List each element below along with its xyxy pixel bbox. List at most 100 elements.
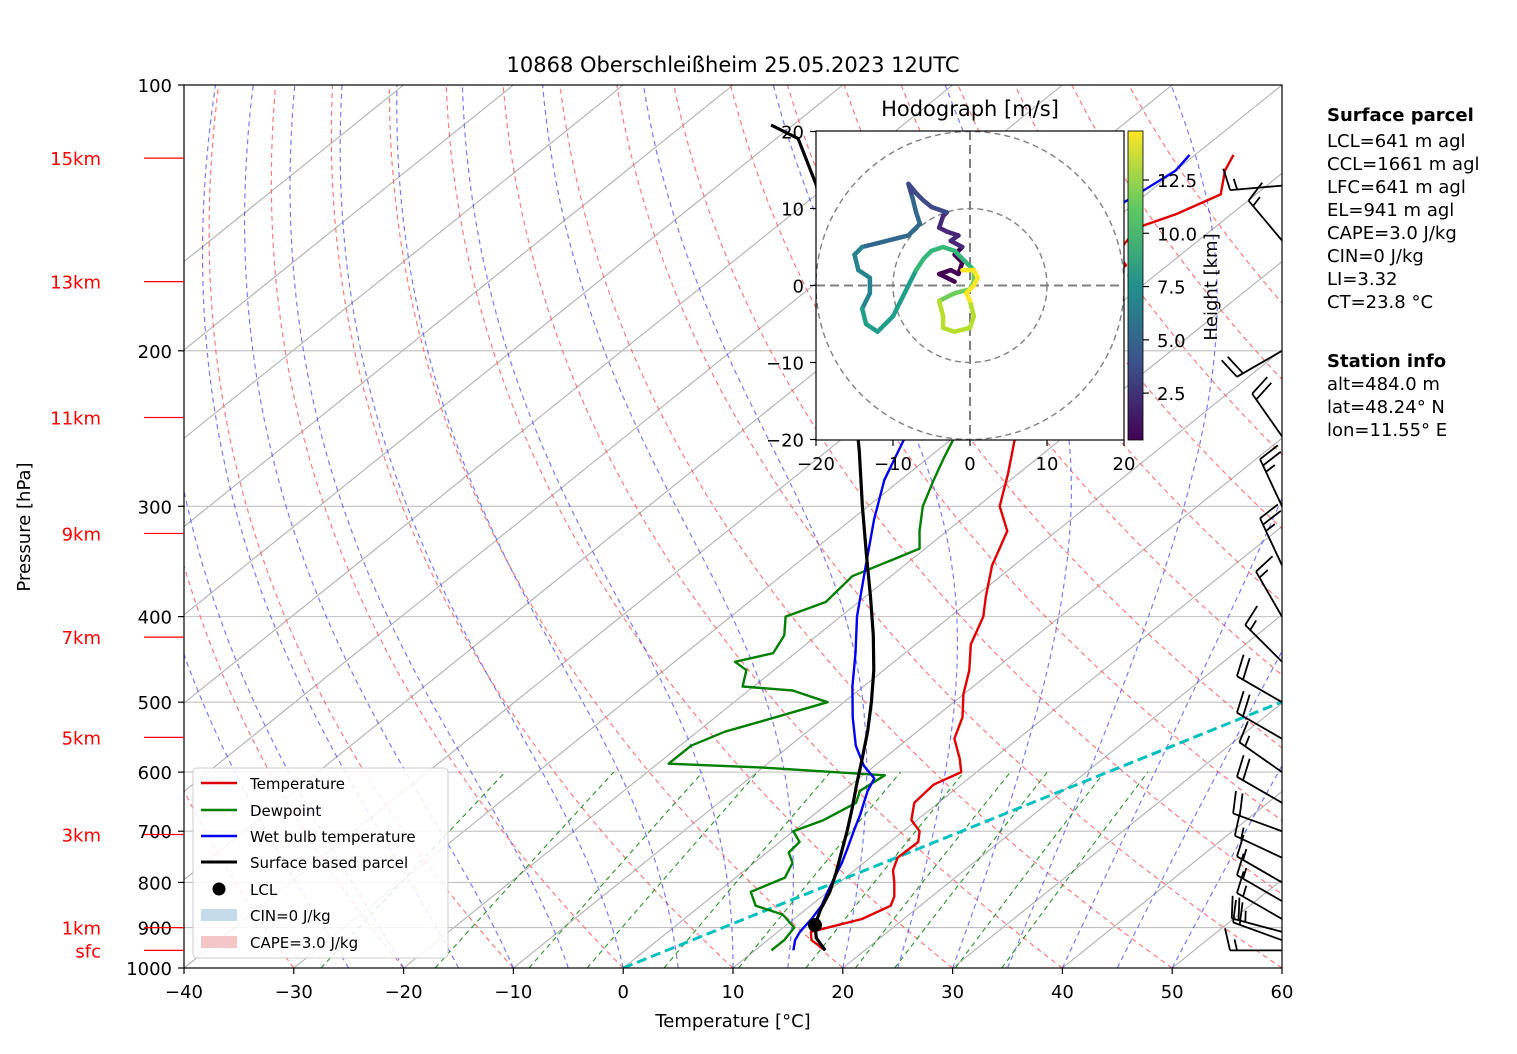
y-axis-label: Pressure [hPa]: [14, 462, 35, 591]
chart-title: 10868 Oberschleißheim 25.05.2023 12UTC: [507, 53, 960, 77]
isotherm-line: [184, 85, 844, 616]
wind-barb-flag: [1238, 793, 1244, 816]
mixing-ratio-line: [894, 771, 1048, 968]
wind-barb-flag: [1233, 813, 1241, 836]
hodograph-segment: [906, 181, 915, 200]
station-altitude: alt=484.0 m: [1327, 374, 1440, 395]
wind-barb-flag: [1230, 895, 1234, 919]
wind-barb-half-flag: [1265, 523, 1276, 532]
legend-label-cape: CAPE=3.0 J/kg: [250, 934, 358, 952]
hodograph-segment: [906, 221, 923, 238]
wind-barb-flag: [1232, 790, 1237, 814]
legend-label-dewpoint: Dewpoint: [250, 802, 321, 820]
wind-barb-shaft: [1236, 776, 1283, 804]
wind-barb-shaft: [1236, 855, 1283, 884]
wind-barb-shaft: [1251, 393, 1283, 437]
wind-barb: [1259, 503, 1283, 566]
moist-adiabat-line: [244, 85, 514, 968]
surface-parcel-el: EL=941 m agl: [1327, 200, 1454, 221]
surface-parcel-cape: CAPE=3.0 J/kg: [1327, 223, 1457, 244]
station-latitude: lat=48.24° N: [1327, 397, 1445, 418]
mixing-ratio-line: [854, 771, 1011, 968]
y-tick-label: 500: [138, 693, 172, 714]
y-tick-label: 200: [138, 342, 172, 363]
wind-barb-half-flag: [1242, 848, 1248, 861]
isotherm-line: [184, 85, 734, 528]
mixing-ratio-line: [1001, 771, 1149, 968]
legend-label-parcel: Surface based parcel: [250, 854, 408, 872]
surface-parcel-li: LI=3.32: [1327, 269, 1398, 290]
hodograph-x-tick-label: 10: [1036, 454, 1059, 475]
x-tick-label: 30: [941, 982, 964, 1003]
moist-adiabat-line: [461, 85, 734, 968]
axis-ticks: −40 −30 −20 −10 0 10 20 30 40 50 60100090080070060…: [50, 76, 1293, 1003]
legend-label-cin: CIN=0 J/kg: [250, 907, 331, 925]
wind-barb-flag: [1255, 555, 1274, 573]
wind-barb-shaft: [1259, 517, 1283, 566]
moist-adiabat-line: [944, 85, 1072, 968]
wind-barb-half-flag: [1233, 939, 1238, 951]
mixing-ratio-line: [738, 771, 902, 968]
hodograph-segment: [863, 321, 880, 334]
y-tick-label: 900: [138, 919, 172, 940]
dry-adiabat-line: [208, 85, 514, 968]
wind-barb-flag: [1236, 853, 1245, 876]
wind-barb-flag: [1236, 654, 1245, 677]
moist-adiabat-line: [1006, 85, 1218, 968]
wind-barb-flag: [1262, 510, 1282, 526]
wind-barb-shaft: [1236, 874, 1283, 902]
hodograph-segment: [852, 252, 861, 273]
hodograph-segment: [906, 267, 919, 288]
wind-barb: [1238, 721, 1283, 773]
wind-barb-flag: [1244, 605, 1259, 626]
wind-barb-flag: [1255, 382, 1273, 401]
wind-barb: [1247, 182, 1283, 242]
hodograph-segment: [856, 267, 873, 281]
hodograph-segment: [890, 298, 903, 319]
wind-barb-flag: [1238, 721, 1249, 743]
hodograph-segment: [929, 204, 950, 215]
hodograph-x-tick-label: −20: [797, 454, 835, 475]
wind-barb: [1236, 754, 1283, 804]
isotherm-line: [732, 525, 1282, 968]
isotherm-line: [842, 614, 1282, 968]
isotherm-line: [622, 437, 1282, 968]
hodograph-ticks: −20−20 −10 −10 0 0 10 10 20 20: [766, 123, 1135, 476]
wind-barb-flag: [1236, 871, 1245, 894]
wind-barb-shaft: [1231, 917, 1283, 933]
moist-adiabat-line: [542, 85, 794, 968]
legend-label-temperature: Temperature: [249, 775, 345, 793]
dry-adiabat-line: [616, 85, 1282, 968]
hodograph-y-tick-label: 20: [781, 123, 804, 144]
wind-barb-flag: [1262, 450, 1282, 467]
colorbar-tick-label: 2.5: [1157, 384, 1186, 405]
wind-barb-shaft: [1232, 812, 1283, 833]
wind-barb: [1255, 555, 1283, 618]
wind-barb-flag: [1236, 690, 1245, 714]
wind-barb-shaft: [1238, 741, 1283, 773]
hodograph-x-tick-label: 20: [1113, 454, 1136, 475]
hodograph-segment: [859, 290, 873, 311]
mixing-ratio-line: [434, 771, 615, 968]
surface-parcel-lcl: LCL=641 m agl: [1327, 131, 1466, 152]
hodograph-segment: [910, 194, 919, 215]
wind-barb-flag: [1259, 503, 1279, 519]
colorbar-tick-label: 10.0: [1157, 224, 1197, 245]
hodograph-segment: [913, 256, 927, 273]
surface-parcel-cin: CIN=0 J/kg: [1327, 246, 1424, 267]
wind-barb: [1236, 654, 1283, 703]
surface-parcel-ct: CT=23.8 °C: [1327, 292, 1433, 313]
y-tick-label: 100: [138, 76, 172, 97]
x-tick-label: −30: [275, 982, 313, 1003]
wind-barbs: [1220, 168, 1283, 952]
x-tick-label: 50: [1161, 982, 1184, 1003]
wind-barb-flag: [1247, 182, 1263, 202]
station-info-heading: Station info: [1327, 351, 1446, 372]
hodograph-segment: [936, 298, 946, 319]
wind-barb-shaft: [1232, 921, 1283, 942]
wind-barb-flag: [1242, 657, 1251, 680]
wind-barb-half-flag: [1252, 196, 1261, 207]
x-tick-label: 40: [1051, 982, 1074, 1003]
moist-adiabat-line: [1116, 649, 1282, 968]
